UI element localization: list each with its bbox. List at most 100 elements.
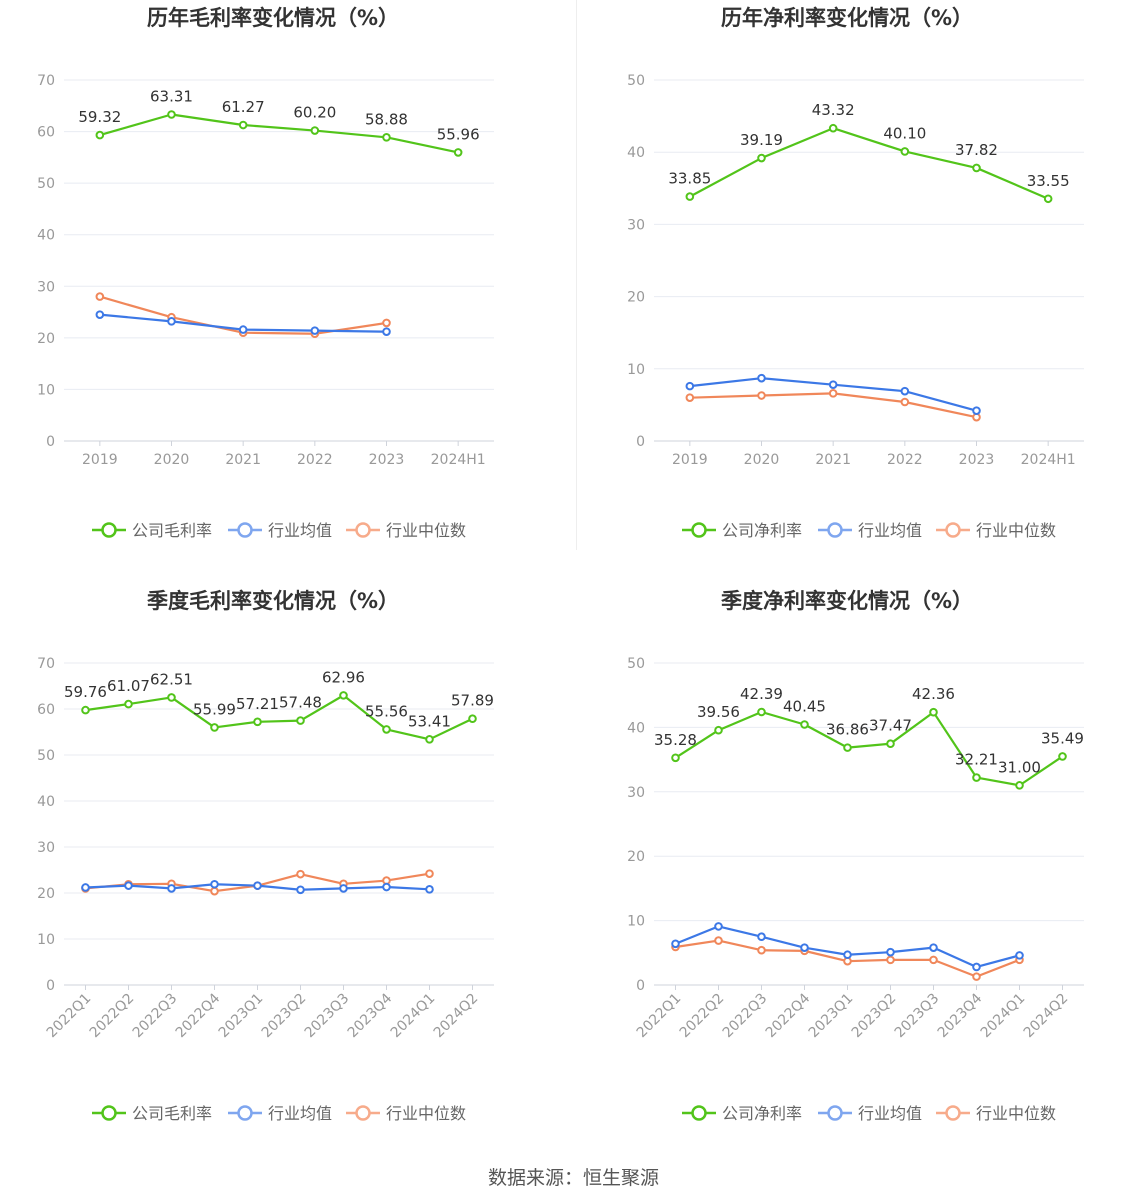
x-tick-label: 2023 xyxy=(959,452,995,468)
x-tick-label: 2022Q2 xyxy=(677,991,728,1042)
data-point xyxy=(886,739,895,748)
legend-marker xyxy=(355,1105,371,1121)
x-tick-label: 2022Q1 xyxy=(634,991,685,1042)
data-point xyxy=(167,317,176,326)
data-point xyxy=(339,691,348,700)
x-tick-label: 2022Q3 xyxy=(720,991,771,1042)
legend-label: 行业均值 xyxy=(858,521,922,540)
data-point xyxy=(425,735,434,744)
series-line xyxy=(85,694,473,741)
data-point xyxy=(900,386,910,396)
legend-label: 行业均值 xyxy=(858,1104,922,1123)
y-tick-label: 50 xyxy=(37,748,55,764)
chart-title: 历年净利率变化情况（%） xyxy=(721,6,973,30)
data-point xyxy=(800,943,809,952)
y-tick-label: 40 xyxy=(627,720,645,736)
data-label: 61.27 xyxy=(222,98,265,116)
data-point xyxy=(81,705,90,715)
legend-label: 行业均值 xyxy=(268,1104,332,1123)
data-point xyxy=(296,716,305,725)
data-point xyxy=(685,393,695,402)
data-label: 62.51 xyxy=(150,670,193,688)
legend-label: 行业均值 xyxy=(268,521,332,540)
data-point xyxy=(1058,752,1067,761)
panel-divider xyxy=(576,0,577,550)
data-point xyxy=(972,962,981,972)
legend-marker xyxy=(945,522,961,538)
data-point xyxy=(671,939,680,949)
legend-marker xyxy=(827,522,843,538)
legend-marker xyxy=(101,1105,117,1121)
x-tick-label: 2024Q1 xyxy=(978,991,1029,1042)
data-point xyxy=(382,725,391,734)
legend-label: 公司净利率 xyxy=(722,521,802,540)
x-tick-label: 2023Q3 xyxy=(302,991,353,1042)
data-label: 37.47 xyxy=(869,717,912,735)
data-point xyxy=(843,950,852,960)
data-point xyxy=(757,932,766,942)
chart-quarterly-gross-margin-svg: 季度毛利率变化情况（%）0102030405060702022Q12022Q22… xyxy=(37,589,494,1123)
data-point xyxy=(296,869,305,879)
y-tick-label: 10 xyxy=(627,914,645,930)
chart-annual-net-margin: 历年净利率变化情况（%） 0 10 20 30 40 50 2019 2020 2021 2022 2… xyxy=(574,0,1147,583)
data-label: 60.20 xyxy=(293,104,336,122)
data-point xyxy=(1015,781,1024,790)
data-label: 33.85 xyxy=(668,170,711,188)
data-point xyxy=(124,699,133,709)
data-point xyxy=(929,955,938,965)
data-point xyxy=(685,381,695,391)
legend-label: 公司毛利率 xyxy=(132,521,212,540)
data-label: 40.45 xyxy=(783,698,826,716)
y-tick-label: 0 xyxy=(636,434,645,450)
data-label: 59.32 xyxy=(78,108,121,126)
y-tick-label: 40 xyxy=(627,145,645,161)
data-point xyxy=(843,743,852,752)
y-tick-label: 60 xyxy=(37,702,55,718)
y-tick-label: 10 xyxy=(37,382,55,398)
data-point xyxy=(310,126,320,135)
data-label: 36.86 xyxy=(826,721,869,739)
data-point xyxy=(800,720,809,729)
data-label: 59.76 xyxy=(64,683,107,701)
legend-marker xyxy=(691,522,707,538)
data-point xyxy=(382,133,391,142)
x-tick-label: 2022 xyxy=(887,452,923,468)
data-point xyxy=(828,123,838,133)
y-tick-label: 30 xyxy=(627,217,645,233)
y-tick-label: 50 xyxy=(37,176,55,192)
data-point xyxy=(714,922,723,931)
y-tick-label: 20 xyxy=(37,331,55,347)
data-label: 39.19 xyxy=(740,131,783,149)
y-tick-label: 30 xyxy=(627,785,645,801)
x-tick-label: 2019 xyxy=(672,452,708,468)
data-label: 43.32 xyxy=(812,101,855,119)
data-label: 55.56 xyxy=(365,702,408,720)
data-label: 57.48 xyxy=(279,694,322,712)
x-tick-label: 2022Q1 xyxy=(44,991,95,1042)
data-point xyxy=(757,707,766,717)
x-tick-label: 2021 xyxy=(225,452,261,468)
data-source-note: 数据来源：恒生聚源 xyxy=(487,1167,659,1189)
y-tick-label: 50 xyxy=(627,73,645,89)
data-label: 55.96 xyxy=(437,125,480,143)
data-point xyxy=(972,972,981,981)
data-point xyxy=(757,153,766,163)
data-label: 62.96 xyxy=(322,668,365,686)
data-point xyxy=(671,753,680,763)
x-tick-label: 2020 xyxy=(154,452,190,468)
data-point xyxy=(253,717,262,727)
chart-quarterly-net-margin: 季度净利率变化情况（%） 0 10 20 30 40 50 2022Q1 2022Q2 2022Q… xyxy=(574,583,1147,1166)
data-point xyxy=(929,943,938,952)
legend-label: 行业中位数 xyxy=(976,1104,1056,1123)
chart-title: 历年毛利率变化情况（%） xyxy=(147,6,399,30)
data-point xyxy=(238,325,248,334)
data-point xyxy=(972,163,981,173)
data-point xyxy=(828,389,838,398)
y-tick-label: 10 xyxy=(627,362,645,378)
data-point xyxy=(382,882,391,892)
x-tick-label: 2023Q4 xyxy=(935,990,986,1041)
data-point xyxy=(238,120,248,130)
x-tick-label: 2020 xyxy=(744,452,780,468)
x-tick-label: 2022 xyxy=(297,452,333,468)
data-point xyxy=(757,391,766,400)
